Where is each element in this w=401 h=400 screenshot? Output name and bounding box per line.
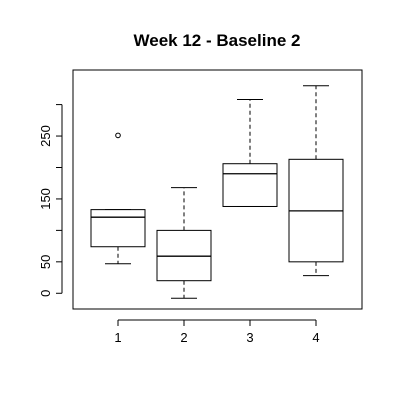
y-tick-label: 50 (38, 255, 53, 269)
box-1 (90, 132, 146, 265)
x-tick-label: 1 (114, 330, 121, 345)
box-4 (288, 85, 344, 277)
outlier-point (115, 132, 121, 139)
x-tick-label: 2 (180, 330, 187, 345)
box-2 (156, 187, 212, 299)
y-tick-label: 150 (38, 188, 53, 210)
x-tick-label: 4 (312, 330, 319, 345)
box-iqr (222, 163, 278, 207)
plot-frame (72, 69, 363, 310)
y-tick-label: 0 (38, 290, 53, 297)
x-tick-label: 3 (246, 330, 253, 345)
box-iqr (90, 209, 146, 248)
y-tick-label: 250 (38, 125, 53, 147)
axes: 0 50 150 250 1 2 3 4 (38, 104, 320, 345)
boxes (90, 85, 344, 299)
chart-title: Week 12 - Baseline 2 (134, 31, 301, 50)
box-3 (222, 99, 278, 207)
